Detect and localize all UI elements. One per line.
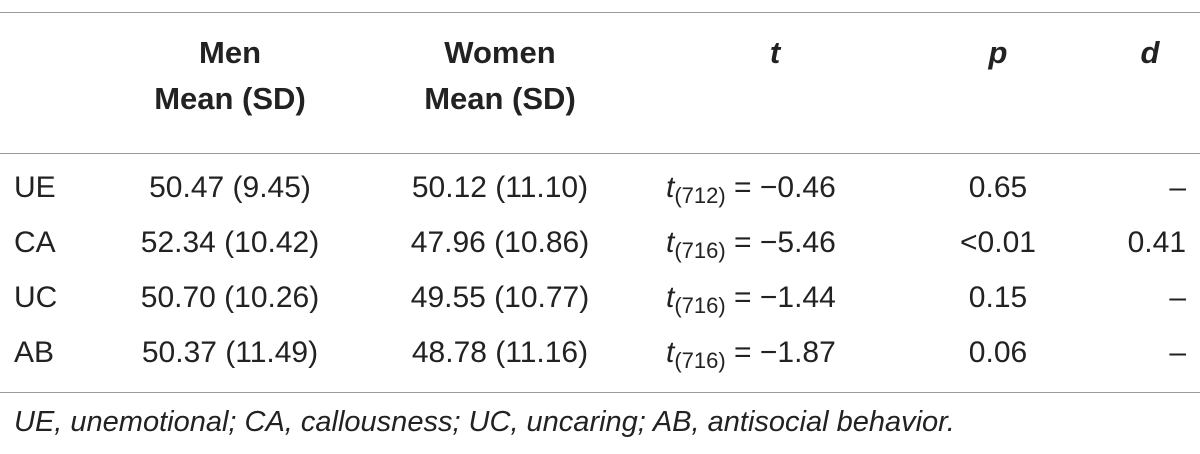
- t-symbol: t: [666, 281, 675, 314]
- t-df: (716): [674, 293, 726, 318]
- header-women: Women Mean (SD): [400, 30, 600, 122]
- t-df: (716): [674, 238, 726, 263]
- cell-label: UE: [14, 171, 56, 204]
- header-men: Men Mean (SD): [130, 30, 330, 122]
- cell-d: –: [1169, 171, 1186, 204]
- t-df: (716): [674, 348, 726, 373]
- t-value: = −0.46: [725, 171, 836, 204]
- table-footnote: UE, unemotional; CA, callousness; UC, un…: [14, 406, 955, 438]
- t-symbol: t: [666, 226, 675, 259]
- cell-label: AB: [14, 336, 55, 369]
- cell-p: 0.65: [968, 171, 1028, 204]
- header-d: d: [1140, 35, 1160, 70]
- table-header-rule: [0, 153, 1200, 154]
- header-men-line2: Mean (SD): [154, 81, 306, 116]
- cell-d: 0.41: [1127, 226, 1186, 259]
- header-t: t: [769, 35, 781, 70]
- cell-men: 50.47 (9.45): [149, 171, 311, 204]
- t-value: = −1.44: [725, 281, 836, 314]
- header-men-line1: Men: [199, 35, 261, 70]
- t-value: = −1.87: [725, 336, 836, 369]
- cell-p: 0.15: [968, 281, 1028, 314]
- t-symbol: t: [666, 336, 675, 369]
- cell-t: t(712) = −0.46: [666, 170, 906, 208]
- header-women-line2: Mean (SD): [424, 81, 576, 116]
- header-women-line1: Women: [444, 35, 556, 70]
- cell-men: 50.37 (11.49): [141, 336, 319, 369]
- cell-t: t(716) = −1.44: [666, 280, 906, 318]
- cell-p: <0.01: [960, 226, 1036, 259]
- table-bottom-rule: [0, 392, 1200, 393]
- cell-women: 50.12 (11.10): [411, 171, 589, 204]
- cell-t: t(716) = −1.87: [666, 335, 906, 373]
- cell-d: –: [1169, 281, 1186, 314]
- cell-women: 49.55 (10.77): [410, 281, 590, 314]
- cell-women: 48.78 (11.16): [411, 336, 589, 369]
- cell-women: 47.96 (10.86): [410, 226, 590, 259]
- cell-men: 50.70 (10.26): [140, 281, 320, 314]
- table-top-rule: [0, 12, 1200, 13]
- cell-d: –: [1169, 336, 1186, 369]
- t-value: = −5.46: [725, 226, 836, 259]
- cell-t: t(716) = −5.46: [666, 225, 906, 263]
- cell-label: CA: [14, 226, 56, 259]
- t-df: (712): [674, 183, 726, 208]
- cell-men: 52.34 (10.42): [140, 226, 320, 259]
- cell-p: 0.06: [968, 336, 1028, 369]
- t-symbol: t: [666, 171, 675, 204]
- cell-label: UC: [14, 281, 58, 314]
- header-p: p: [988, 35, 1008, 70]
